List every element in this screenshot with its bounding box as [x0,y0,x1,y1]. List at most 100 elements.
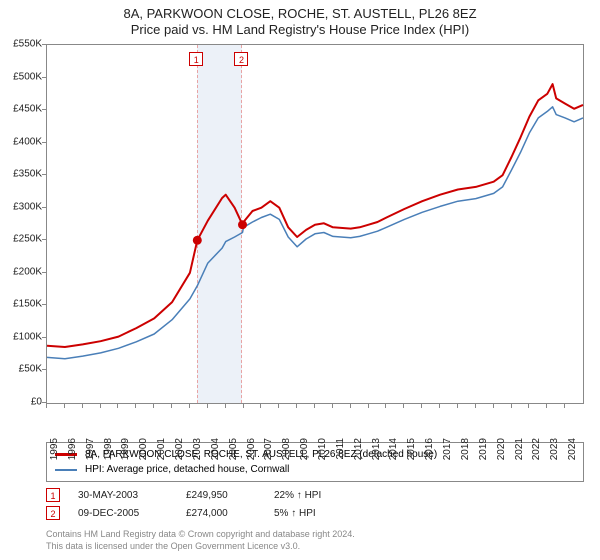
x-tick-label: 2014 [388,438,399,460]
x-tick-label: 1996 [67,438,78,460]
x-tick-label: 2022 [531,438,542,460]
x-tick [189,404,190,408]
x-tick [564,404,565,408]
x-tick [207,404,208,408]
x-tick-label: 2010 [317,438,328,460]
x-tick-label: 2021 [514,438,525,460]
events-table: 1 30-MAY-2003 £249,950 22% ↑ HPI 2 09-DE… [46,486,584,522]
y-tick-label: £250K [2,234,42,245]
chart-svg [47,45,583,403]
x-tick [225,404,226,408]
y-tick-label: £0 [2,397,42,408]
x-tick [332,404,333,408]
x-tick-label: 1999 [120,438,131,460]
x-tick [243,404,244,408]
sale-point [193,236,202,245]
x-tick-label: 2003 [192,438,203,460]
y-tick [42,174,46,175]
sale-marker-box: 1 [189,52,203,66]
footer-line-2: This data is licensed under the Open Gov… [46,540,584,552]
x-tick-label: 1997 [85,438,96,460]
x-tick [385,404,386,408]
x-tick [368,404,369,408]
y-tick-label: £350K [2,169,42,180]
y-tick [42,337,46,338]
x-tick-label: 2024 [567,438,578,460]
y-tick [42,109,46,110]
x-tick-label: 2013 [371,438,382,460]
event-diff-2: 5% ↑ HPI [274,508,364,519]
x-tick [314,404,315,408]
x-tick [546,404,547,408]
event-price-2: £274,000 [186,508,256,519]
event-marker-1: 1 [46,488,60,502]
y-tick-label: £550K [2,39,42,50]
event-diff-1: 22% ↑ HPI [274,490,364,501]
y-tick [42,239,46,240]
y-tick [42,304,46,305]
y-tick-label: £400K [2,136,42,147]
x-tick-label: 2023 [549,438,560,460]
x-tick [82,404,83,408]
x-tick [350,404,351,408]
title-line-1: 8A, PARKWOON CLOSE, ROCHE, ST. AUSTELL, … [0,6,600,21]
y-tick [42,402,46,403]
event-date-2: 09-DEC-2005 [78,508,168,519]
x-tick [528,404,529,408]
x-tick-label: 2007 [263,438,274,460]
x-tick [171,404,172,408]
x-tick [46,404,47,408]
y-tick-label: £200K [2,266,42,277]
x-tick-label: 2000 [138,438,149,460]
y-tick [42,369,46,370]
x-tick [475,404,476,408]
y-tick-label: £450K [2,104,42,115]
y-tick-label: £150K [2,299,42,310]
x-tick [153,404,154,408]
y-tick [42,44,46,45]
legend-row-hpi: HPI: Average price, detached house, Corn… [55,462,575,477]
x-tick-label: 2012 [353,438,364,460]
event-row-2: 2 09-DEC-2005 £274,000 5% ↑ HPI [46,504,584,522]
x-tick-label: 2006 [246,438,257,460]
y-tick-label: £100K [2,331,42,342]
x-tick-label: 2008 [281,438,292,460]
x-tick-label: 2005 [228,438,239,460]
series-hpi [47,107,583,359]
x-tick-label: 2011 [335,438,346,460]
event-row-1: 1 30-MAY-2003 £249,950 22% ↑ HPI [46,486,584,504]
x-tick-label: 2019 [478,438,489,460]
x-tick-label: 2009 [299,438,310,460]
x-tick [117,404,118,408]
y-tick [42,142,46,143]
y-tick-label: £500K [2,71,42,82]
legend-swatch-hpi [55,469,77,471]
y-tick-label: £300K [2,201,42,212]
x-tick [278,404,279,408]
plot-area [46,44,584,404]
x-tick [439,404,440,408]
x-tick-label: 2018 [460,438,471,460]
x-tick [64,404,65,408]
x-tick-label: 2017 [442,438,453,460]
x-tick [493,404,494,408]
y-tick [42,272,46,273]
x-tick-label: 2001 [156,438,167,460]
y-tick-label: £50K [2,364,42,375]
x-tick-label: 2020 [496,438,507,460]
event-marker-2: 2 [46,506,60,520]
x-tick [457,404,458,408]
y-tick [42,77,46,78]
x-tick-label: 2002 [174,438,185,460]
series-property [47,84,583,347]
x-tick [100,404,101,408]
sale-point [238,220,247,229]
x-tick [403,404,404,408]
footer: Contains HM Land Registry data © Crown c… [46,528,584,552]
title-line-2: Price paid vs. HM Land Registry's House … [0,22,600,37]
footer-line-1: Contains HM Land Registry data © Crown c… [46,528,584,540]
x-tick [260,404,261,408]
event-date-1: 30-MAY-2003 [78,490,168,501]
chart-container: 8A, PARKWOON CLOSE, ROCHE, ST. AUSTELL, … [0,0,600,560]
legend-label-hpi: HPI: Average price, detached house, Corn… [85,462,289,477]
